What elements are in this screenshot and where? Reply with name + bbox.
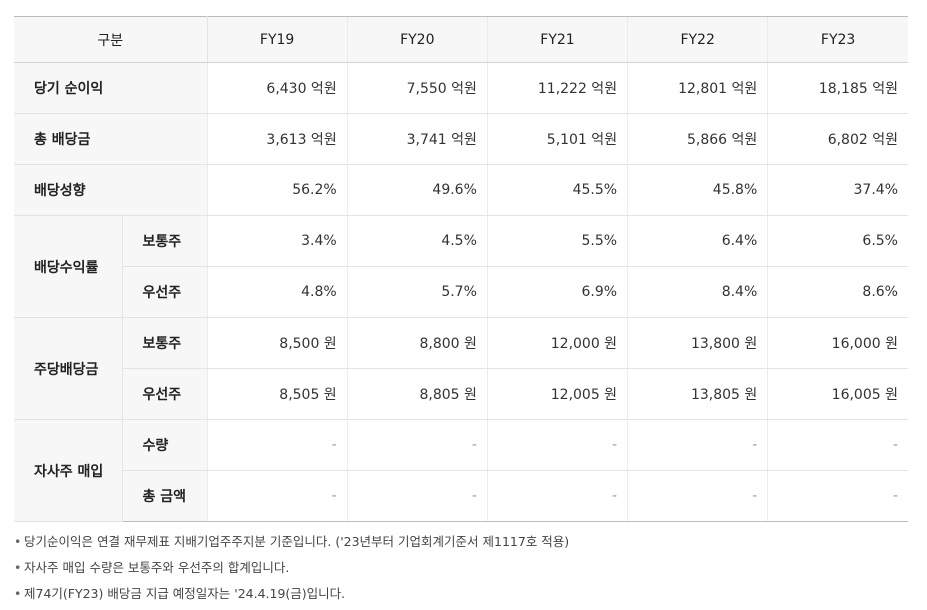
table-cell: 6.9% (486, 266, 628, 318)
row-sub-label: 총 금액 (121, 470, 208, 522)
table-row-yield-common: 배당수익률 보통주 3.4% 4.5% 5.5% 6.4% 6.5% (14, 215, 908, 318)
table-cell: 3,613 억원 (206, 113, 348, 165)
table-cell: 12,005 원 (486, 368, 628, 420)
bullet-icon: • (14, 586, 22, 601)
table-cell: 56.2% (206, 164, 348, 216)
footnote-item: • 제74기(FY23) 배당금 지급 예정일자는 '24.4.19(금)입니다… (14, 584, 908, 610)
row-group-label: 배당수익률 (14, 215, 122, 318)
table-cell: - (767, 419, 908, 471)
row-group-label: 자사주 매입 (14, 419, 122, 522)
row-label: 당기 순이익 (14, 62, 208, 114)
table-row-buyback-quantity: 자사주 매입 수량 - - - - - (14, 419, 908, 522)
row-label: 총 배당금 (14, 113, 208, 165)
row-sub-label: 보통주 (121, 215, 208, 267)
table-row-total-dividend: 총 배당금 3,613 억원 3,741 억원 5,101 억원 5,866 억… (14, 113, 908, 165)
table-cell: 8,800 원 (346, 317, 488, 369)
table-cell: 3,741 억원 (346, 113, 488, 165)
table-cell: 45.8% (627, 164, 768, 216)
table-row-dps-common: 주당배당금 보통주 8,500 원 8,800 원 12,000 원 13,80… (14, 317, 908, 420)
table-cell: 13,805 원 (627, 368, 768, 420)
row-label: 배당성향 (14, 164, 208, 216)
row-sub-label: 보통주 (121, 317, 208, 369)
row-sub-label: 수량 (121, 419, 208, 471)
footnote-item: • 당기순이익은 연결 재무제표 지배기업주주지분 기준입니다. ('23년부터… (14, 532, 908, 558)
footnote-text: 자사주 매입 수량은 보통주와 우선주의 합계입니다. (24, 560, 290, 575)
header-year: FY21 (486, 16, 628, 63)
table-cell: 5,866 억원 (627, 113, 768, 165)
table-cell: 37.4% (767, 164, 908, 216)
table-cell: 16,000 원 (767, 317, 908, 369)
table-cell: 6,802 억원 (767, 113, 908, 165)
header-year: FY19 (206, 16, 348, 63)
row-group-label: 주당배당금 (14, 317, 122, 420)
table-cell: 8,500 원 (206, 317, 348, 369)
table-cell: 16,005 원 (767, 368, 908, 420)
header-category: 구분 (14, 16, 208, 63)
table-cell: 8,805 원 (346, 368, 488, 420)
table-cell: 8,505 원 (206, 368, 348, 420)
table-cell: - (767, 470, 908, 522)
table-cell: - (346, 470, 488, 522)
table-cell: 18,185 억원 (767, 62, 908, 114)
table-cell: 5.7% (346, 266, 488, 318)
table-cell: 6,430 억원 (206, 62, 348, 114)
table-cell: 5,101 억원 (486, 113, 628, 165)
table-cell: 4.8% (206, 266, 348, 318)
header-year: FY22 (627, 16, 768, 63)
table-cell: 5.5% (486, 215, 628, 267)
table-cell: 12,000 원 (486, 317, 628, 369)
table-cell: 8.6% (767, 266, 908, 318)
table-row-yield-preferred: 우선주 4.8% 5.7% 6.9% 8.4% 8.6% (14, 266, 908, 318)
bullet-icon: • (14, 560, 22, 575)
table-row-dps-preferred: 우선주 8,505 원 8,805 원 12,005 원 13,805 원 16… (14, 368, 908, 420)
footnote-item: • 자사주 매입 수량은 보통주와 우선주의 합계입니다. (14, 558, 908, 584)
row-sub-label: 우선주 (121, 368, 208, 420)
table-cell: 6.4% (627, 215, 768, 267)
bullet-icon: • (14, 534, 22, 549)
dividend-table: 구분 FY19 FY20 FY21 FY22 FY23 당기 순이익 6,430… (14, 16, 908, 522)
header-year: FY20 (346, 16, 488, 63)
table-cell: 12,801 억원 (627, 62, 768, 114)
table-row-buyback-amount: 총 금액 - - - - - (14, 470, 908, 522)
table-cell: 49.6% (346, 164, 488, 216)
table-cell: - (206, 470, 348, 522)
table-cell: - (486, 419, 628, 471)
table-cell: 11,222 억원 (486, 62, 628, 114)
footnote-text: 당기순이익은 연결 재무제표 지배기업주주지분 기준입니다. ('23년부터 기… (24, 534, 570, 549)
header-year: FY23 (767, 16, 908, 63)
table-cell: 8.4% (627, 266, 768, 318)
table-cell: - (206, 419, 348, 471)
table-row-payout-ratio: 배당성향 56.2% 49.6% 45.5% 45.8% 37.4% (14, 164, 908, 216)
footnote-text: 제74기(FY23) 배당금 지급 예정일자는 '24.4.19(금)입니다. (24, 586, 346, 601)
table-cell: - (486, 470, 628, 522)
table-cell: - (627, 419, 768, 471)
table-cell: 6.5% (767, 215, 908, 267)
table-cell: 7,550 억원 (346, 62, 488, 114)
dividend-table-container: 구분 FY19 FY20 FY21 FY22 FY23 당기 순이익 6,430… (14, 16, 908, 522)
table-cell: 3.4% (206, 215, 348, 267)
table-cell: 45.5% (486, 164, 628, 216)
table-cell: - (627, 470, 768, 522)
table-row-net-income: 당기 순이익 6,430 억원 7,550 억원 11,222 억원 12,80… (14, 62, 908, 114)
table-cell: 13,800 원 (627, 317, 768, 369)
footnotes: • 당기순이익은 연결 재무제표 지배기업주주지분 기준입니다. ('23년부터… (14, 532, 908, 610)
row-sub-label: 우선주 (121, 266, 208, 318)
table-cell: - (346, 419, 488, 471)
table-cell: 4.5% (346, 215, 488, 267)
table-header-row: 구분 FY19 FY20 FY21 FY22 FY23 (14, 16, 908, 63)
